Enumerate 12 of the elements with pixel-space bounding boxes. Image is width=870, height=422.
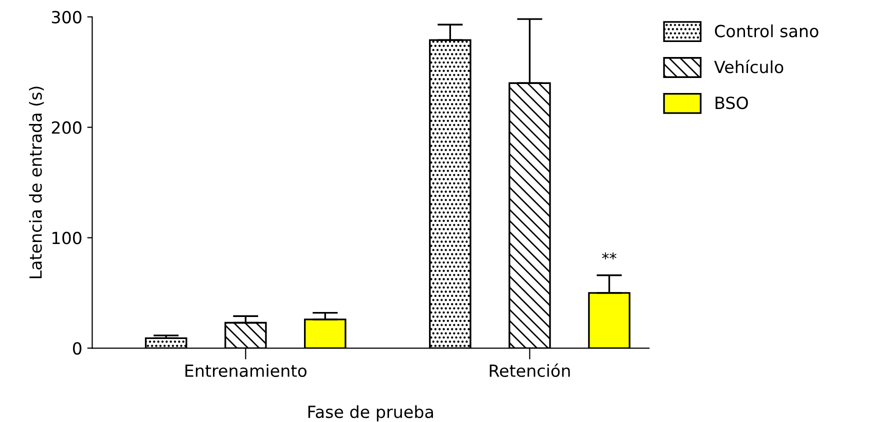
y-tick-label: 200 xyxy=(52,121,82,134)
legend-label: Control sano xyxy=(714,24,818,38)
annotation: ** xyxy=(602,252,616,260)
x-tick-label: Retención xyxy=(490,363,570,378)
x-tick-label: Entrenamiento xyxy=(185,364,306,378)
y-tick-label: 100 xyxy=(52,232,82,244)
x-axis-title: Fase de prueba xyxy=(308,405,433,422)
legend-label: BSO xyxy=(716,96,748,110)
y-tick-label: 300 xyxy=(52,10,82,24)
y-axis-title: Latencia de entrada (s) xyxy=(29,86,44,278)
legend-label: Vehículo xyxy=(714,60,784,74)
y-tick-label: 0 xyxy=(72,342,82,355)
